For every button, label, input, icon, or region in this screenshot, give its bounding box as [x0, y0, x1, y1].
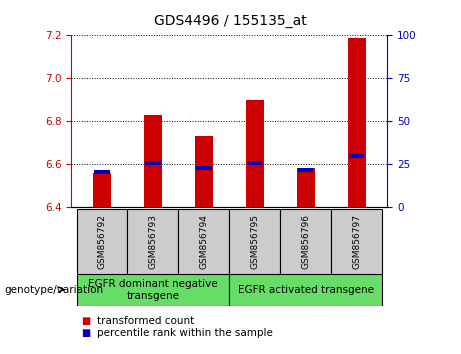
Text: GDS4496 / 155135_at: GDS4496 / 155135_at: [154, 14, 307, 28]
Text: GSM856793: GSM856793: [148, 214, 158, 269]
Bar: [229, 209, 280, 274]
Bar: [348, 38, 366, 207]
Bar: [77, 209, 128, 274]
Bar: [145, 161, 160, 165]
Text: EGFR activated transgene: EGFR activated transgene: [238, 285, 374, 295]
Bar: [95, 170, 110, 174]
Text: GSM856792: GSM856792: [98, 214, 106, 269]
Bar: [178, 209, 229, 274]
Text: GSM856795: GSM856795: [250, 214, 260, 269]
Text: GSM856796: GSM856796: [301, 214, 310, 269]
Text: EGFR dominant negative
transgene: EGFR dominant negative transgene: [88, 279, 218, 301]
Text: genotype/variation: genotype/variation: [5, 285, 104, 295]
Bar: [331, 209, 382, 274]
Bar: [93, 173, 111, 207]
Bar: [77, 274, 229, 306]
Text: ■: ■: [81, 316, 90, 326]
Text: GSM856797: GSM856797: [352, 214, 361, 269]
Text: ■: ■: [81, 328, 90, 338]
Bar: [144, 115, 162, 207]
Text: transformed count: transformed count: [97, 316, 194, 326]
Bar: [349, 154, 364, 158]
Bar: [247, 161, 262, 165]
Bar: [128, 209, 178, 274]
Bar: [229, 274, 382, 306]
Bar: [195, 136, 213, 207]
Bar: [297, 169, 315, 207]
Text: GSM856794: GSM856794: [199, 214, 208, 269]
Bar: [246, 100, 264, 207]
Bar: [298, 168, 313, 172]
Bar: [196, 166, 212, 170]
Text: percentile rank within the sample: percentile rank within the sample: [97, 328, 273, 338]
Bar: [280, 209, 331, 274]
